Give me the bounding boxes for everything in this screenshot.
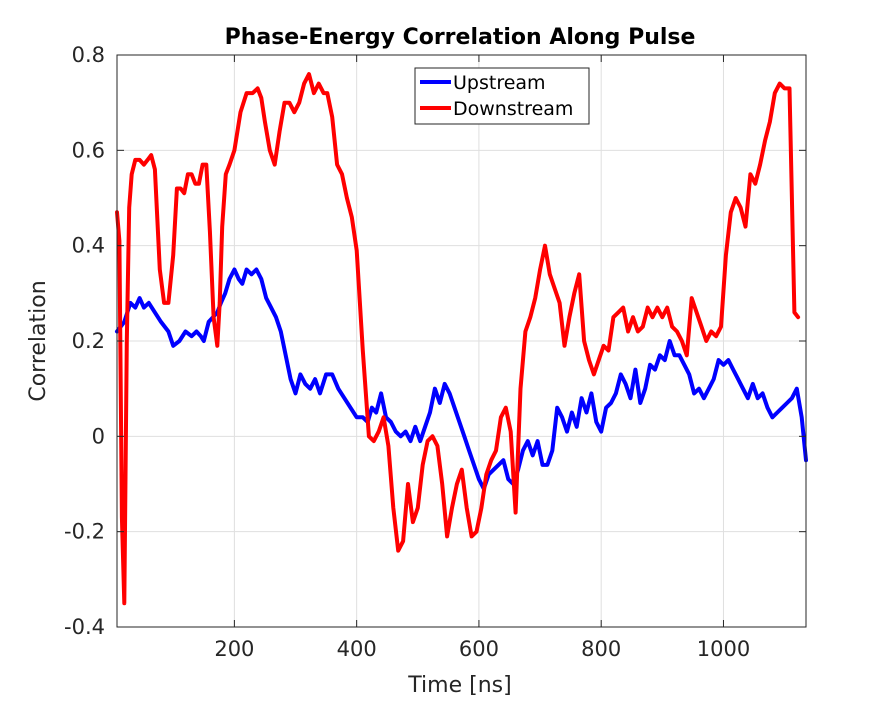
- legend-label-upstream: Upstream: [453, 72, 546, 94]
- y-tick-label: -0.4: [64, 615, 105, 639]
- y-tick-label: 0.6: [72, 138, 105, 162]
- x-tick-label: 800: [581, 637, 621, 661]
- legend-box: [414, 67, 590, 125]
- x-tick-label: 200: [214, 637, 254, 661]
- axis-ticks: 200 400 600 800 1000 -0.4 -0.2 0 0.2 0.4 0.6 0.8: [64, 43, 806, 661]
- x-tick-label: 600: [459, 637, 499, 661]
- y-tick-label: 0: [92, 424, 105, 448]
- y-axis-label: Correlation: [26, 280, 51, 401]
- legend-label-downstream: Downstream: [453, 98, 573, 120]
- series-line-downstream: [115, 72, 801, 606]
- y-tick-label: -0.2: [64, 520, 105, 544]
- x-tick-label: 400: [337, 637, 377, 661]
- series-lines: [115, 72, 808, 606]
- x-axis-label: Time [ns]: [407, 673, 511, 698]
- legend: Upstream Downstream: [414, 67, 590, 125]
- y-tick-label: 0.2: [72, 329, 105, 353]
- series-line-upstream: [115, 267, 808, 491]
- y-tick-label: 0.8: [72, 43, 105, 67]
- x-tick-label: 1000: [697, 637, 750, 661]
- y-tick-label: 0.4: [72, 234, 105, 258]
- chart-title: Phase-Energy Correlation Along Pulse: [225, 25, 696, 50]
